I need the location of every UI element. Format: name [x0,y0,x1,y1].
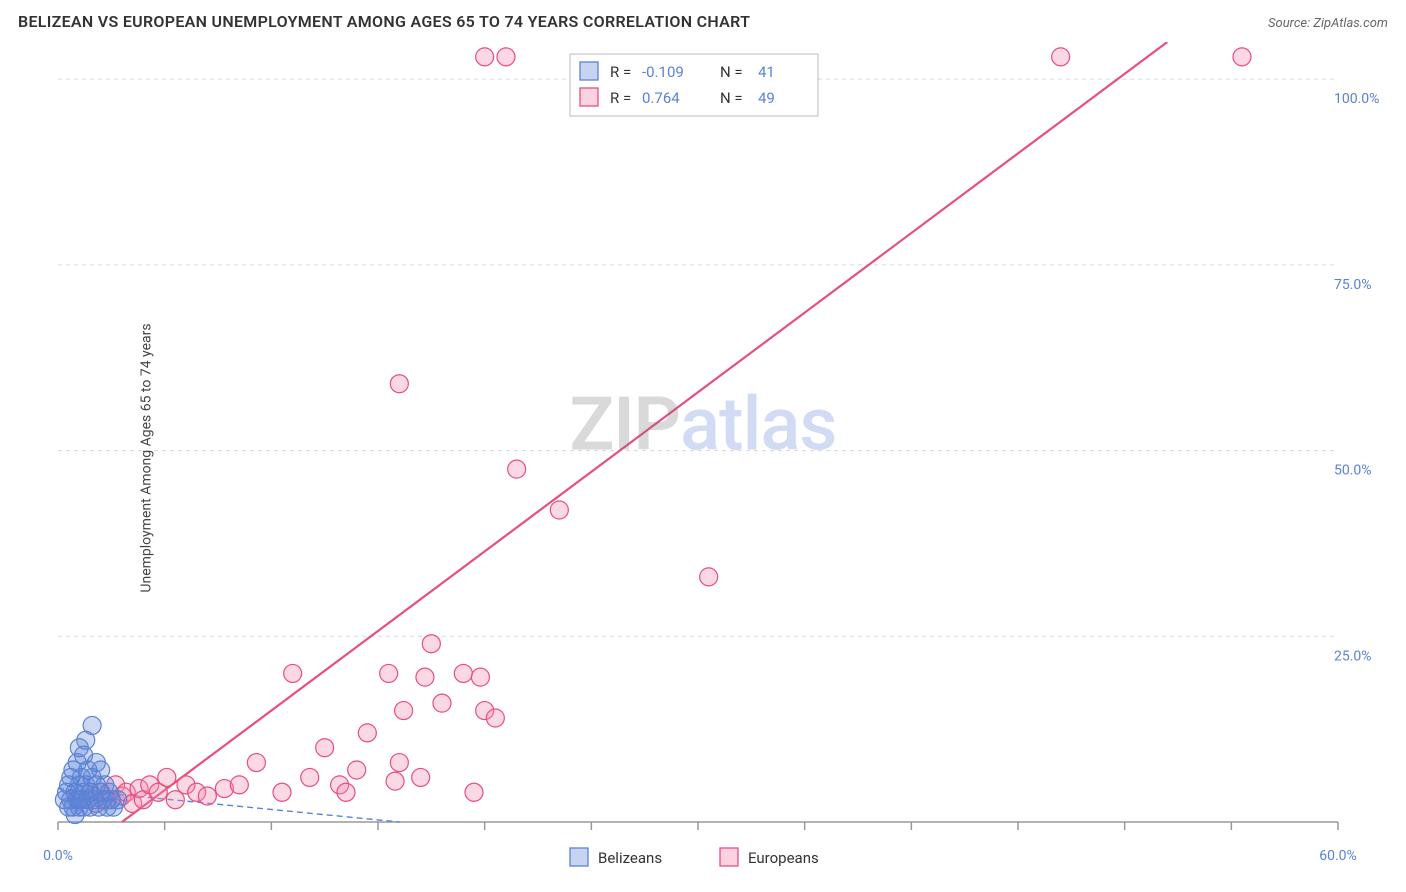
data-point-belizean [109,791,127,809]
data-point-european [1233,48,1251,66]
stats-n-label: N = [720,63,743,81]
data-point-european [508,460,526,478]
data-point-european [390,375,408,393]
stats-r-label: R = [610,63,631,81]
stats-n-label: N = [720,89,743,107]
trend-line-europeans [122,42,1167,822]
legend-swatch [720,848,738,866]
data-point-european [230,776,248,794]
data-point-european [700,568,718,586]
stats-n-value: 41 [758,63,775,81]
stats-box [570,54,818,116]
data-point-european [390,754,408,772]
chart-title: BELIZEAN VS EUROPEAN UNEMPLOYMENT AMONG … [18,12,750,31]
data-point-european [550,501,568,519]
data-point-european [316,739,334,757]
data-point-european [358,724,376,742]
y-tick-label: 25.0% [1334,648,1372,664]
stats-n-value: 49 [758,89,775,107]
data-point-european [337,783,355,801]
data-point-european [422,635,440,653]
data-point-european [198,787,216,805]
stats-swatch [580,88,598,106]
data-point-european [380,664,398,682]
data-point-european [166,791,184,809]
stats-r-value: 0.764 [642,89,680,107]
stats-swatch [580,62,598,80]
scatter-chart: 25.0% 50.0% 75.0% 100.0% 0.0% 60.0% R = -0.109 N… [18,42,1388,874]
data-point-european [395,702,413,720]
data-point-european [247,754,265,772]
data-point-european [476,48,494,66]
source-attribution: Source: ZipAtlas.com [1268,16,1388,31]
chart-area: Unemployment Among Ages 65 to 74 years 2… [18,42,1388,874]
data-point-european [158,768,176,786]
data-point-european [348,761,366,779]
data-point-european [301,768,319,786]
data-point-belizean [83,716,101,734]
legend-swatch [570,848,588,866]
stats-r-label: R = [610,89,631,107]
x-tick-label: 0.0% [43,848,73,864]
data-point-european [284,664,302,682]
legend-label: Belizeans [598,849,662,867]
data-point-european [412,768,430,786]
data-point-european [1052,48,1070,66]
data-point-european [465,783,483,801]
legend-label: Europeans [748,849,819,867]
data-point-european [433,694,451,712]
data-point-european [497,48,515,66]
y-tick-label: 75.0% [1334,277,1372,293]
data-point-european [471,668,489,686]
data-point-european [454,664,472,682]
y-tick-label: 50.0% [1334,463,1372,479]
stats-r-value: -0.109 [642,63,684,81]
y-axis-label: Unemployment Among Ages 65 to 74 years [139,323,155,592]
data-point-european [416,668,434,686]
x-tick-label: 60.0% [1319,848,1357,864]
data-point-european [486,709,504,727]
data-point-european [386,772,404,790]
y-tick-label: 100.0% [1334,91,1379,107]
data-point-european [273,783,291,801]
